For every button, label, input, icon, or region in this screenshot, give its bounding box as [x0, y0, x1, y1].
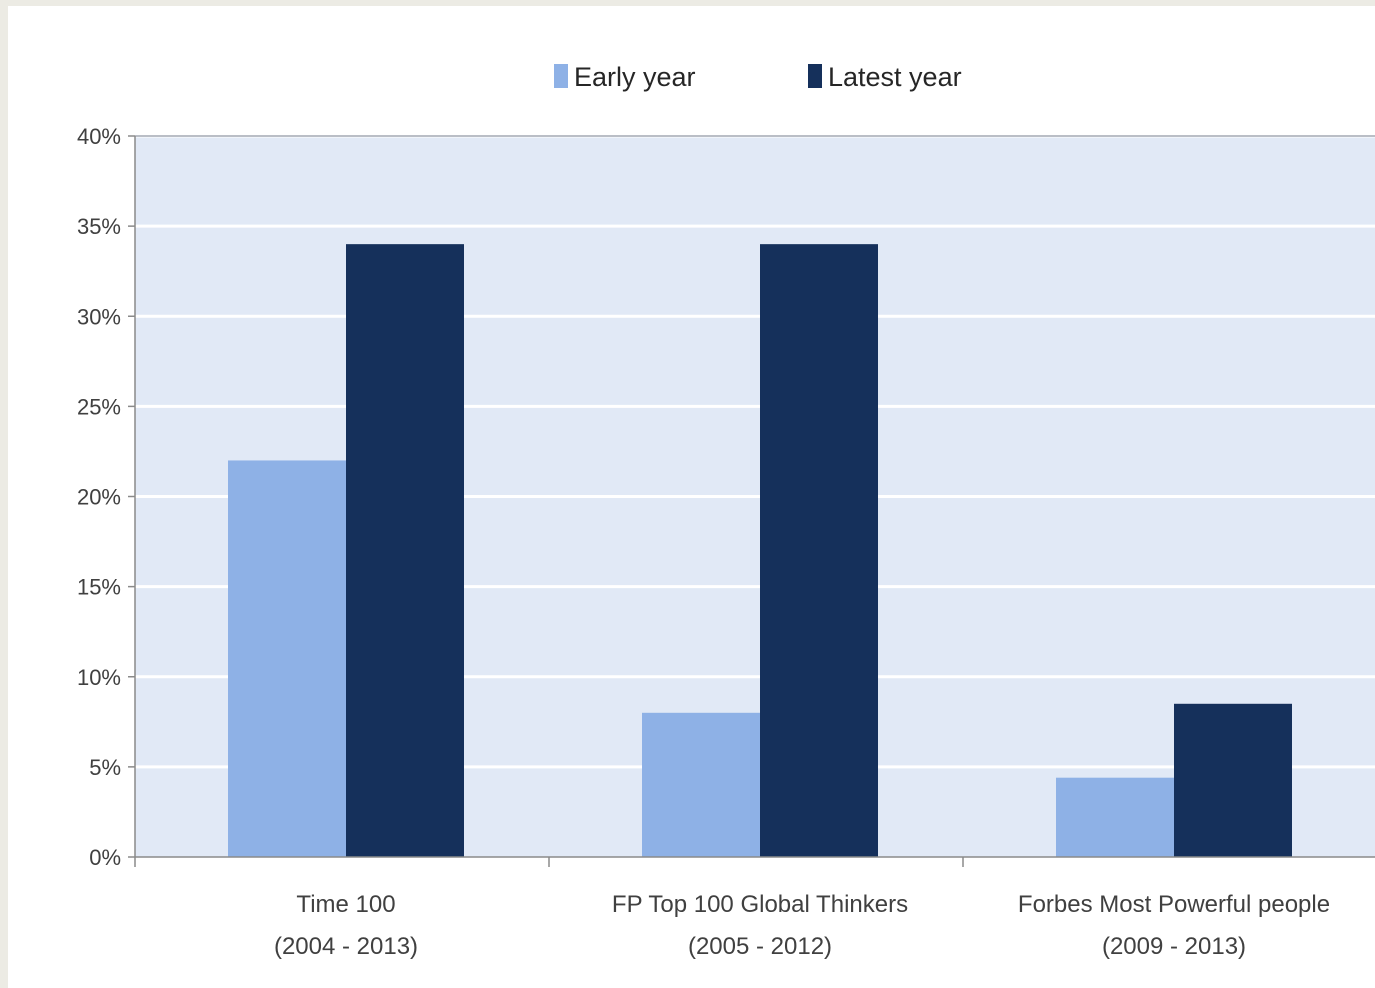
bar-latest-year	[760, 244, 878, 857]
y-tick-label: 5%	[89, 755, 121, 780]
x-category-label: Time 100	[296, 891, 395, 918]
legend-swatch-early-year	[554, 64, 568, 88]
bar-latest-year	[1174, 703, 1292, 857]
x-category-label: (2004 - 2013)	[274, 933, 418, 960]
y-tick-label: 10%	[77, 665, 121, 690]
x-category-label: FP Top 100 Global Thinkers	[612, 891, 908, 918]
bar-early-year	[642, 712, 760, 857]
bar-latest-year	[346, 244, 464, 857]
x-category-label: (2009 - 2013)	[1102, 933, 1246, 960]
y-tick-label: 25%	[77, 394, 121, 419]
y-tick-label: 20%	[77, 485, 121, 510]
legend-swatch-latest-year	[808, 64, 822, 88]
legend: Early year Latest year	[554, 62, 962, 92]
bars	[228, 244, 1292, 857]
x-category-label: (2005 - 2012)	[688, 933, 832, 960]
bar-early-year	[228, 460, 346, 857]
x-category-label: Forbes Most Powerful people	[1018, 891, 1330, 918]
y-tick-label: 15%	[77, 575, 121, 600]
chart-frame: 0% 5% 10% 15% 20% 25% 30% 35% 40% Time 100 (2004 -…	[8, 6, 1375, 988]
axes: 0% 5% 10% 15% 20% 25% 30% 35% 40% Time 100 (2004 -…	[77, 124, 1375, 960]
y-tick-label: 35%	[77, 214, 121, 239]
y-tick-label: 30%	[77, 304, 121, 329]
y-tick-label: 0%	[89, 845, 121, 870]
legend-label-early-year: Early year	[574, 62, 696, 92]
y-tick-label: 40%	[77, 124, 121, 149]
bar-chart: 0% 5% 10% 15% 20% 25% 30% 35% 40% Time 100 (2004 -…	[77, 62, 1375, 960]
bar-early-year	[1056, 777, 1174, 857]
legend-label-latest-year: Latest year	[828, 62, 962, 92]
